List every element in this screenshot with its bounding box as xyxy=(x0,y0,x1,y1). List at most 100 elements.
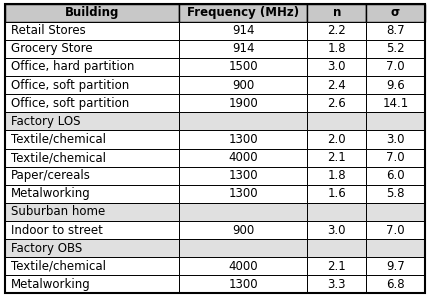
Text: 3.0: 3.0 xyxy=(386,133,405,146)
Text: 914: 914 xyxy=(232,24,255,37)
Text: Textile/chemical: Textile/chemical xyxy=(11,133,106,146)
Text: Retail Stores: Retail Stores xyxy=(11,24,86,37)
Text: Building: Building xyxy=(65,6,120,19)
Bar xyxy=(5,167,179,185)
Bar xyxy=(5,203,179,221)
Bar xyxy=(307,221,366,239)
Bar xyxy=(179,94,307,112)
Text: Suburban home: Suburban home xyxy=(11,206,105,218)
Bar xyxy=(307,112,366,130)
Text: n: n xyxy=(332,6,341,19)
Bar xyxy=(5,112,179,130)
Bar xyxy=(5,257,179,275)
Text: 1300: 1300 xyxy=(228,169,258,182)
Text: Metalworking: Metalworking xyxy=(11,187,90,200)
Bar xyxy=(307,4,366,22)
Bar xyxy=(179,76,307,94)
Bar xyxy=(307,94,366,112)
Text: Office, soft partition: Office, soft partition xyxy=(11,79,129,91)
Bar xyxy=(179,4,307,22)
Bar xyxy=(179,257,307,275)
Text: Office, soft partition: Office, soft partition xyxy=(11,97,129,110)
Text: 6.0: 6.0 xyxy=(386,169,405,182)
Text: 1900: 1900 xyxy=(228,97,258,110)
Text: 9.7: 9.7 xyxy=(386,260,405,273)
Bar xyxy=(5,185,179,203)
Bar xyxy=(179,185,307,203)
Text: 5.8: 5.8 xyxy=(386,187,405,200)
Text: 7.0: 7.0 xyxy=(386,151,405,164)
Bar xyxy=(366,203,425,221)
Text: 4000: 4000 xyxy=(228,151,258,164)
Text: Textile/chemical: Textile/chemical xyxy=(11,151,106,164)
Text: 14.1: 14.1 xyxy=(382,97,408,110)
Text: 9.6: 9.6 xyxy=(386,79,405,91)
Text: Office, hard partition: Office, hard partition xyxy=(11,61,134,73)
Text: 8.7: 8.7 xyxy=(386,24,405,37)
Bar xyxy=(366,257,425,275)
Text: 2.4: 2.4 xyxy=(327,79,346,91)
Text: Frequency (MHz): Frequency (MHz) xyxy=(187,6,299,19)
Text: 2.0: 2.0 xyxy=(327,133,346,146)
Bar xyxy=(307,257,366,275)
Bar xyxy=(179,239,307,257)
Text: 7.0: 7.0 xyxy=(386,61,405,73)
Text: Factory OBS: Factory OBS xyxy=(11,242,82,255)
Bar xyxy=(307,76,366,94)
Bar xyxy=(5,22,179,40)
Bar xyxy=(179,58,307,76)
Text: Grocery Store: Grocery Store xyxy=(11,42,92,55)
Bar xyxy=(307,167,366,185)
Bar xyxy=(5,130,179,148)
Bar xyxy=(366,221,425,239)
Bar xyxy=(307,275,366,293)
Bar xyxy=(307,239,366,257)
Bar xyxy=(5,275,179,293)
Bar xyxy=(307,185,366,203)
Text: Paper/cereals: Paper/cereals xyxy=(11,169,91,182)
Text: 900: 900 xyxy=(232,79,255,91)
Bar xyxy=(179,275,307,293)
Text: Indoor to street: Indoor to street xyxy=(11,224,103,236)
Bar xyxy=(366,167,425,185)
Text: 1300: 1300 xyxy=(228,278,258,291)
Bar xyxy=(366,112,425,130)
Bar xyxy=(179,221,307,239)
Text: 3.0: 3.0 xyxy=(328,224,346,236)
Text: Textile/chemical: Textile/chemical xyxy=(11,260,106,273)
Text: 1.8: 1.8 xyxy=(327,169,346,182)
Bar xyxy=(5,239,179,257)
Text: Metalworking: Metalworking xyxy=(11,278,90,291)
Text: 914: 914 xyxy=(232,42,255,55)
Bar xyxy=(5,148,179,167)
Bar xyxy=(366,239,425,257)
Bar xyxy=(366,275,425,293)
Text: 6.8: 6.8 xyxy=(386,278,405,291)
Bar xyxy=(5,94,179,112)
Text: 1.8: 1.8 xyxy=(327,42,346,55)
Bar xyxy=(5,221,179,239)
Bar xyxy=(5,58,179,76)
Bar xyxy=(307,58,366,76)
Bar xyxy=(179,167,307,185)
Bar xyxy=(179,112,307,130)
Text: 900: 900 xyxy=(232,224,255,236)
Bar xyxy=(366,148,425,167)
Text: 2.2: 2.2 xyxy=(327,24,346,37)
Text: 2.1: 2.1 xyxy=(327,151,346,164)
Text: 1300: 1300 xyxy=(228,187,258,200)
Bar xyxy=(179,148,307,167)
Bar xyxy=(366,4,425,22)
Bar xyxy=(366,185,425,203)
Text: 4000: 4000 xyxy=(228,260,258,273)
Text: Factory LOS: Factory LOS xyxy=(11,115,80,128)
Bar xyxy=(5,76,179,94)
Bar xyxy=(307,22,366,40)
Text: 5.2: 5.2 xyxy=(386,42,405,55)
Bar xyxy=(179,203,307,221)
Bar xyxy=(366,130,425,148)
Bar xyxy=(366,76,425,94)
Bar xyxy=(307,203,366,221)
Text: 3.0: 3.0 xyxy=(328,61,346,73)
Bar xyxy=(5,40,179,58)
